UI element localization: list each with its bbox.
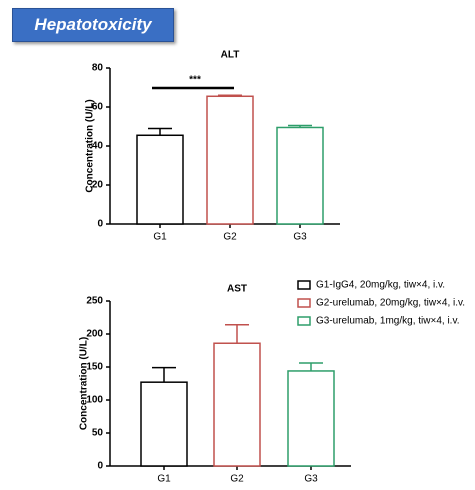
y-tick-label: 0 (97, 461, 103, 472)
chart-title: AST (227, 284, 247, 295)
bar (206, 95, 254, 225)
y-tick-label: 50 (92, 428, 104, 439)
bar (213, 342, 261, 467)
x-tick-label: G3 (304, 474, 318, 485)
bar (136, 134, 184, 225)
x-tick-label: G2 (230, 474, 244, 485)
y-axis-label: Concentration (U/L) (85, 99, 96, 192)
y-tick-label: 80 (92, 63, 104, 74)
y-tick-label: 200 (86, 329, 103, 340)
bar (140, 381, 188, 467)
y-tick-label: 20 (92, 180, 104, 191)
legend-label: G3-urelumab, 1mg/kg, tiw×4, i.v. (316, 316, 459, 327)
bar (276, 126, 324, 225)
x-tick-label: G1 (157, 474, 171, 485)
y-tick-label: 60 (92, 102, 104, 113)
y-tick-label: 0 (97, 219, 103, 230)
legend-label: G1-IgG4, 20mg/kg, tiw×4, i.v. (316, 280, 445, 291)
chart-title: ALT (221, 50, 240, 61)
legend-swatch (297, 316, 311, 326)
x-tick-label: G3 (293, 232, 307, 243)
y-tick-label: 250 (86, 296, 103, 307)
y-tick-label: 150 (86, 362, 103, 373)
x-tick-label: G2 (223, 232, 237, 243)
header-title: Hepatotoxicity (12, 8, 174, 42)
significance-label: *** (189, 75, 201, 86)
bar (287, 370, 335, 467)
y-tick-label: 100 (86, 395, 103, 406)
x-tick-label: G1 (153, 232, 167, 243)
y-axis-label: Concentration (U/L) (79, 337, 90, 430)
legend-swatch (297, 298, 311, 308)
y-tick-label: 40 (92, 141, 104, 152)
legend-label: G2-urelumab, 20mg/kg, tiw×4, i.v. (316, 298, 465, 309)
legend-swatch (297, 280, 311, 290)
